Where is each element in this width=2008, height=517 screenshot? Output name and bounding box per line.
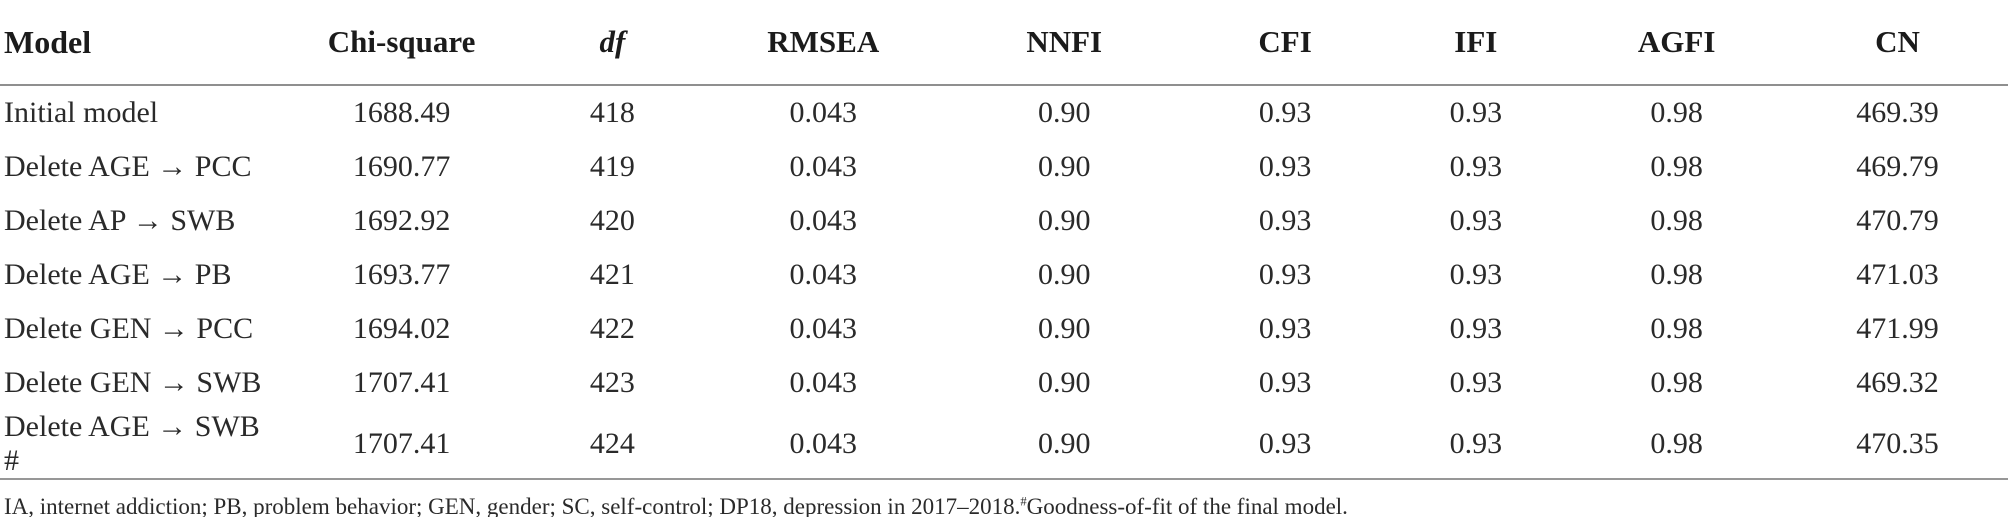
cn-cell: 469.79 [1856,150,1939,183]
fit-statistics-table: Model Chi-square df RMSEA NNFI CFI IFI A… [0,0,2008,478]
rmsea-cell: 0.043 [789,427,858,460]
table-row: Delete AGE → PB 1693.77 421 0.043 0.90 0… [0,248,2008,302]
table-row: Delete AGE → PCC 1690.77 419 0.043 0.90 … [0,140,2008,194]
df-cell: 424 [589,427,635,460]
model-cell: Initial model [4,96,159,129]
cn-cell: 469.39 [1856,96,1939,129]
nnfi-cell: 0.90 [1037,258,1091,291]
nnfi-cell: 0.90 [1037,427,1091,460]
rmsea-cell: 0.043 [789,204,858,237]
column-header-df: df [522,0,703,86]
cn-cell: 471.03 [1856,258,1939,291]
chi-square-cell: 1707.41 [352,366,451,399]
rmsea-cell: 0.043 [789,96,858,129]
cfi-cell: 0.93 [1258,312,1312,345]
df-cell: 422 [589,312,635,345]
chi-square-cell: 1692.92 [352,204,451,237]
rmsea-cell: 0.043 [789,366,858,399]
table-body: Initial model 1688.49 418 0.043 0.90 0.9… [0,85,2008,478]
cfi-cell: 0.93 [1258,204,1312,237]
df-cell: 423 [589,366,635,399]
column-header-ifi: IFI [1385,0,1567,86]
header-row: Model Chi-square df RMSEA NNFI CFI IFI A… [0,0,2008,86]
cn-cell: 470.79 [1856,204,1939,237]
ifi-cell: 0.93 [1449,150,1503,183]
df-cell: 421 [589,258,635,291]
column-header-rmsea: RMSEA [702,0,944,86]
nnfi-cell: 0.90 [1037,204,1091,237]
footnote-note: Goodness-of-fit of the final model. [1026,494,1348,517]
nnfi-cell: 0.90 [1037,312,1091,345]
ifi-cell: 0.93 [1449,204,1503,237]
chi-square-cell: 1690.77 [352,150,451,183]
chi-square-cell: 1688.49 [352,96,451,129]
column-header-cfi: CFI [1184,0,1386,86]
cfi-cell: 0.93 [1258,150,1312,183]
column-header-agfi: AGFI [1566,0,1788,86]
ifi-cell: 0.93 [1449,312,1503,345]
chi-square-cell: 1694.02 [352,312,451,345]
model-cell: Delete AGE → PCC [4,150,252,183]
ifi-cell: 0.93 [1449,258,1503,291]
agfi-cell: 0.98 [1650,366,1703,399]
cn-cell: 470.35 [1856,427,1939,460]
ifi-cell: 0.93 [1449,366,1503,399]
df-cell: 419 [589,150,635,183]
rmsea-cell: 0.043 [789,312,858,345]
cfi-cell: 0.93 [1258,366,1312,399]
column-header-nnfi: NNFI [943,0,1185,86]
table-row: Initial model 1688.49 418 0.043 0.90 0.9… [0,85,2008,140]
nnfi-cell: 0.90 [1037,150,1091,183]
df-cell: 418 [589,96,635,129]
model-cell: Delete GEN → SWB [4,366,262,399]
column-header-cn: CN [1787,0,2008,86]
table-row: Delete AGE → SWB # 1707.41 424 0.043 0.9… [0,410,2008,478]
nnfi-cell: 0.90 [1037,96,1091,129]
agfi-cell: 0.98 [1650,204,1703,237]
cfi-cell: 0.93 [1258,427,1312,460]
cfi-cell: 0.93 [1258,258,1312,291]
model-cell: Delete GEN → PCC [4,312,254,345]
model-cell: Delete AGE → SWB # [4,410,260,477]
agfi-cell: 0.98 [1650,96,1703,129]
table-header: Model Chi-square df RMSEA NNFI CFI IFI A… [0,0,2008,86]
agfi-cell: 0.98 [1650,150,1703,183]
chi-square-cell: 1707.41 [352,427,451,460]
agfi-cell: 0.98 [1650,258,1703,291]
table-row: Delete GEN → SWB 1707.41 423 0.043 0.90 … [0,356,2008,410]
cn-cell: 469.32 [1856,366,1939,399]
footnote-marker: # [1020,494,1027,509]
table-row: Delete GEN → PCC 1694.02 422 0.043 0.90 … [0,302,2008,356]
footnote-abbreviations: IA, internet addiction; PB, problem beha… [4,494,1021,517]
df-cell: 420 [589,204,635,237]
nnfi-cell: 0.90 [1037,366,1091,399]
agfi-cell: 0.98 [1650,427,1703,460]
ifi-cell: 0.93 [1449,96,1503,129]
ifi-cell: 0.93 [1449,427,1503,460]
table-footnote: IA, internet addiction; PB, problem beha… [0,478,2008,517]
cfi-cell: 0.93 [1258,96,1312,129]
chi-square-cell: 1693.77 [352,258,451,291]
cn-cell: 471.99 [1856,312,1939,345]
table-row: Delete AP → SWB 1692.92 420 0.043 0.90 0… [0,194,2008,248]
column-header-model: Model [0,0,282,86]
rmsea-cell: 0.043 [789,150,858,183]
model-cell: Delete AGE → PB [4,258,232,291]
rmsea-cell: 0.043 [789,258,858,291]
column-header-chi-square: Chi-square [281,0,523,86]
model-cell: Delete AP → SWB [4,204,236,237]
agfi-cell: 0.98 [1650,312,1703,345]
